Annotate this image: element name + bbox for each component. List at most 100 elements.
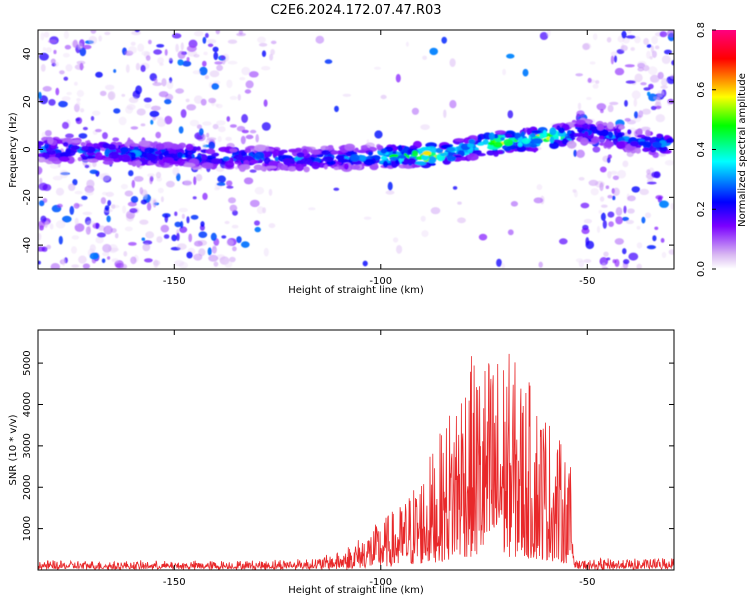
spectrogram-noise-cell (95, 71, 103, 78)
spectrogram-ytick-label: 0 (22, 146, 33, 152)
spectrogram-signal-cell (185, 143, 194, 151)
spectrogram-noise-cell (625, 219, 635, 225)
spectrogram-noise-cell (128, 170, 134, 177)
spectrogram-noise-cell (595, 80, 600, 84)
spectrogram-noise-cell (155, 131, 161, 139)
spectrogram-noise-cell (74, 64, 85, 70)
spectrogram-signal-cell (328, 145, 334, 150)
spectrogram-noise-cell (104, 31, 111, 36)
spectrogram-noise-cell (575, 73, 583, 77)
spectrogram-noise-cell (146, 202, 152, 211)
spectrogram-noise-cell (590, 188, 599, 196)
spectrogram-noise-cell (201, 134, 207, 139)
spectrogram-noise-cell (241, 66, 251, 76)
spectrogram-noise-cell (99, 90, 107, 97)
spectrogram-noise-cell (71, 246, 77, 254)
spectrogram-signal-cell (80, 142, 86, 147)
colorbar-label: Normalized spectral amplitude (737, 73, 748, 227)
spectrogram-noise-cell (636, 225, 641, 230)
spectrogram-noise-cell (38, 246, 46, 252)
spectrogram-signal-cell (183, 162, 196, 168)
spectrogram-noise-cell (625, 80, 636, 84)
spectrogram-noise-cell (215, 30, 220, 35)
spectrogram-noise-cell (610, 51, 618, 57)
spectrogram-signal-cell (521, 138, 531, 144)
spectrogram-noise-cell (609, 101, 619, 106)
spectrogram-signal-cell (70, 145, 81, 150)
spectrogram-noise-cell (200, 221, 205, 227)
spectrogram-signal-cell (367, 151, 373, 156)
snr-xtick-label: -50 (579, 577, 595, 588)
spectrogram-noise-cell (653, 171, 661, 179)
spectrogram-signal-cell (363, 158, 375, 166)
spectrogram-signal-cell (218, 146, 230, 152)
spectrogram-noise-cell (177, 59, 184, 66)
spectrogram-noise-cell (42, 184, 52, 191)
spectrogram-noise-cell (144, 258, 153, 263)
spectrogram-cells (38, 30, 674, 269)
spectrogram-noise-cell (653, 96, 660, 100)
spectrogram-noise-cell (650, 74, 660, 83)
spectrogram-noise-cell (655, 45, 660, 50)
spectrogram-noise-cell (213, 261, 219, 267)
spectrogram-noise-cell (241, 114, 249, 123)
spectrogram-noise-cell (615, 207, 623, 216)
spectrogram-signal-cell (531, 138, 543, 144)
spectrogram-noise-cell (160, 196, 164, 203)
spectrogram-noise-cell (387, 181, 393, 191)
spectrogram-noise-cell (101, 191, 108, 196)
colorbar-tick-label: 0.8 (696, 22, 707, 38)
spectrogram-noise-cell (40, 64, 46, 72)
spectrogram-noise-cell (649, 56, 653, 60)
spectrogram-noise-cell (38, 233, 42, 241)
spectrogram-signal-cell (618, 125, 625, 130)
spectrogram-noise-cell (605, 185, 610, 189)
spectrogram-noise-cell (39, 200, 45, 207)
spectrogram-noise-cell (216, 120, 226, 126)
spectrogram-noise-cell (241, 241, 250, 248)
spectrogram-noise-cell (49, 223, 54, 230)
spectrogram-xtick-label: -50 (579, 276, 595, 287)
spectrogram-noise-cell (153, 260, 161, 266)
spectrogram-noise-cell (208, 141, 216, 150)
spectrogram-noise-cell (660, 238, 665, 243)
spectrogram-noise-cell (421, 230, 429, 238)
spectrogram-noise-cell (39, 177, 43, 184)
spectrogram-noise-cell (334, 105, 339, 113)
spectrogram-noise-cell (270, 49, 275, 56)
spectrogram-signal-cell (635, 147, 641, 154)
spectrogram-signal-cell (265, 146, 270, 152)
spectrogram-noise-cell (660, 85, 668, 89)
spectrogram-noise-cell (58, 100, 68, 108)
spectrogram-noise-cell (53, 49, 57, 55)
spectrogram-noise-cell (261, 122, 271, 131)
spectrogram-signal-cell (380, 148, 388, 154)
spectrogram-signal-cell (530, 143, 538, 148)
spectrogram-noise-cell (669, 73, 674, 80)
spectrogram-signal-cell (489, 132, 495, 141)
spectrogram-noise-cell (659, 200, 669, 208)
spectrogram-signal-cell (224, 160, 235, 169)
spectrogram-noise-cell (203, 51, 208, 56)
spectrogram-signal-cell (403, 159, 409, 165)
spectrogram-noise-cell (141, 50, 151, 56)
spectrogram-signal-cell (603, 140, 614, 148)
spectrogram-signal-cell (422, 150, 432, 156)
spectrogram-signal-cell (616, 141, 625, 149)
spectrogram-noise-cell (422, 55, 427, 60)
spectrogram-noise-cell (637, 60, 647, 69)
spectrogram-signal-cell (602, 122, 608, 126)
spectrogram-signal-cell (77, 156, 83, 162)
spectrogram-noise-cell (113, 69, 117, 73)
spectrogram-signal-cell (282, 158, 295, 163)
spectrogram-noise-cell (628, 252, 639, 261)
spectrogram-noise-cell (254, 186, 265, 195)
spectrogram-noise-cell (308, 207, 316, 211)
spectrogram-signal-cell (343, 163, 349, 170)
spectrogram-signal-cell (196, 146, 201, 151)
spectrogram-noise-cell (607, 104, 614, 113)
snr-frame (37, 329, 675, 571)
spectrogram-noise-cell (634, 73, 643, 83)
spectrogram-noise-cell (122, 205, 127, 214)
spectrogram-signal-cell (486, 150, 496, 156)
